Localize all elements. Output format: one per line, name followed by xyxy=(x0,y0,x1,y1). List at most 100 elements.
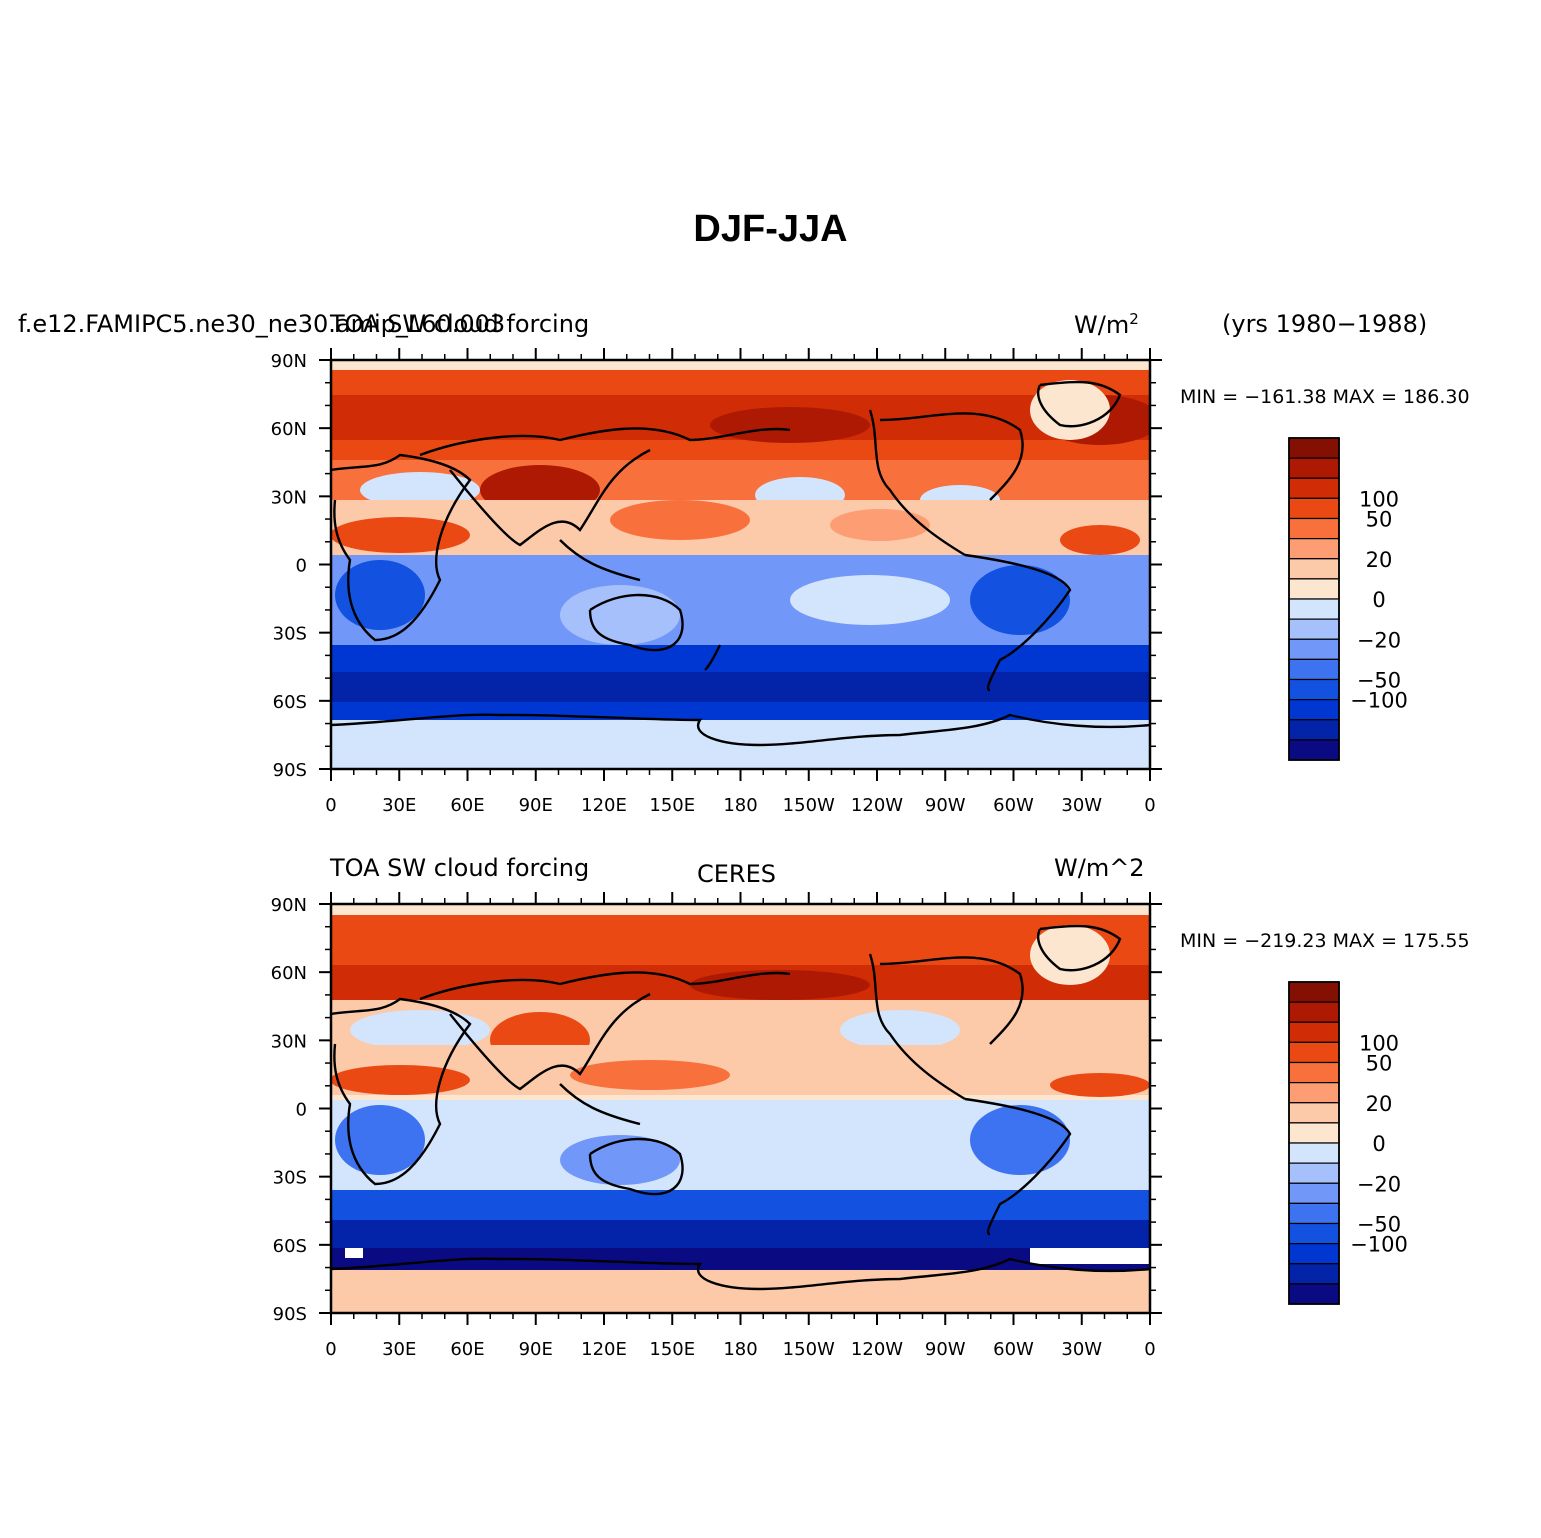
panel2-colorbar-box xyxy=(1288,1102,1340,1124)
panel1-colorbar-label: 0 xyxy=(1372,588,1385,612)
panel2-lon-label: 180 xyxy=(723,1339,757,1360)
panel2-colorbar-frame xyxy=(1288,981,1340,1305)
panel1-lat-label: 30N xyxy=(271,487,307,508)
panel1-lat-label: 60N xyxy=(271,419,307,440)
panel2-lat-label: 90S xyxy=(273,1304,307,1325)
panel2-colorbar-box xyxy=(1288,1122,1340,1144)
panel1-sa-south xyxy=(970,565,1070,635)
panel2-lon-label: 60E xyxy=(450,1339,484,1360)
panel1-mediterranean xyxy=(360,472,480,508)
panel2-colorbar-box xyxy=(1288,1283,1340,1305)
panel2-lon-label: 30W xyxy=(1061,1339,1102,1360)
panel1-map xyxy=(331,360,1150,769)
panel1-lon-label: 0 xyxy=(325,795,336,816)
panel2-colorbar-box xyxy=(1288,1082,1340,1104)
panel2-missing-weddell xyxy=(1030,1248,1150,1264)
panel2-colorbar-label: −20 xyxy=(1357,1172,1401,1196)
panel2-contour-fill xyxy=(331,904,1150,1313)
panel1-contour-fill xyxy=(331,360,1150,769)
panel1-colorbar-box xyxy=(1288,618,1340,640)
panel1-lon-label: 90E xyxy=(519,795,553,816)
panel2-colorbar-box xyxy=(1288,1263,1340,1285)
panel1-colorbar-box xyxy=(1288,678,1340,701)
panel2-lat-label: 60N xyxy=(271,963,307,984)
panel2-africa-south xyxy=(335,1105,425,1175)
panel2-colorbar-box xyxy=(1288,1041,1340,1064)
panel1-epac-warm xyxy=(830,509,930,541)
panel2-colorbar-label: −100 xyxy=(1350,1233,1408,1257)
panel1-colorbar-box xyxy=(1288,719,1340,741)
panel2-wpac-warm xyxy=(570,1060,730,1090)
panel2-colorbar-box xyxy=(1288,1142,1340,1164)
panel2-lat-label: 30S xyxy=(273,1168,307,1189)
panel2-australia xyxy=(560,1135,680,1185)
panel2-lat-label: 30N xyxy=(271,1031,307,1052)
panel2-lon-label: 0 xyxy=(1144,1339,1155,1360)
panel1-australia xyxy=(560,585,680,645)
panel1-colorbar-box xyxy=(1288,497,1340,520)
panel2-colorbar-box xyxy=(1288,981,1340,1003)
panel2-lat-label: 0 xyxy=(296,1100,307,1121)
panel1-lat-label: 90N xyxy=(271,351,307,372)
panel2-colorbar-box xyxy=(1288,1001,1340,1023)
panel1-wpac-warm xyxy=(610,500,750,540)
panel2-colorbar-box xyxy=(1288,1222,1340,1245)
panel2-variable-name: TOA SW cloud forcing xyxy=(330,854,590,882)
panel2-lon-label: 120W xyxy=(851,1339,903,1360)
panel2-lon-label: 0 xyxy=(325,1339,336,1360)
panel2-africa-north xyxy=(331,1065,470,1095)
panel1-lon-label: 150W xyxy=(783,795,835,816)
figure-title: DJF-JJA xyxy=(693,208,848,250)
panel1-colorbar-frame xyxy=(1288,437,1340,761)
panel1-colorbar-box xyxy=(1288,699,1340,721)
panel1-colorbar-box xyxy=(1288,477,1340,499)
panel1-colorbar-box xyxy=(1288,517,1340,540)
panel1-atl-tropic xyxy=(1060,525,1140,555)
panel1-greenland xyxy=(1030,380,1110,440)
panel1-lon-label: 60E xyxy=(450,795,484,816)
panel1-lat-label: 60S xyxy=(273,692,307,713)
panel2-units: W/m^2 xyxy=(1054,854,1145,882)
panel2-colorbar-label: 0 xyxy=(1372,1132,1385,1156)
panel1-lon-label: 60W xyxy=(993,795,1034,816)
panel1-africa-north xyxy=(331,517,470,553)
panel1-variable-name: TOA SW cloud forcing xyxy=(330,310,590,338)
panel1-se-pacific xyxy=(790,575,950,625)
panel1-units: W/m2 xyxy=(1074,310,1139,339)
panel1-colorbar-box xyxy=(1288,538,1340,560)
panel1-lon-label: 150E xyxy=(649,795,695,816)
panel1-colorbar-label: 50 xyxy=(1366,508,1393,532)
panel2-lon-label: 90E xyxy=(519,1339,553,1360)
panel2-lon-label: 90W xyxy=(925,1339,966,1360)
axes-layer: 90N 60N 30N 0 30S 60S 90S 0 30E 60E 90E 120E 150E 180… xyxy=(271,348,1408,1360)
panel2-lon-label: 30E xyxy=(382,1339,416,1360)
panel2-subtropic-band xyxy=(331,1045,1150,1095)
panel1-lon-label: 0 xyxy=(1144,795,1155,816)
panel2-mediterranean xyxy=(350,1010,490,1050)
panel1-lat-label: 0 xyxy=(296,556,307,577)
panel2-min-max: MIN = −219.23 MAX = 175.55 xyxy=(1180,930,1470,952)
panel2-map xyxy=(331,904,1150,1313)
panel2-colorbar-box xyxy=(1288,1182,1340,1204)
panel1-colorbar-box xyxy=(1288,658,1340,681)
panel1-colorbar-label: −100 xyxy=(1350,689,1408,713)
panel1-lon-label: 120E xyxy=(581,795,627,816)
panel2-lon-label: 150W xyxy=(783,1339,835,1360)
panel2-colorbar-box xyxy=(1288,1202,1340,1225)
panel2-colorbar-box xyxy=(1288,1162,1340,1184)
panel1-colorbar-box xyxy=(1288,437,1340,459)
panel1-min-max: MIN = −161.38 MAX = 186.30 xyxy=(1180,386,1470,408)
panel2-colorbar-box xyxy=(1288,1061,1340,1084)
panel1-coastlines xyxy=(331,380,1150,747)
panel2-sa-south xyxy=(970,1105,1070,1175)
panel1-colorbar-label: −50 xyxy=(1357,669,1401,693)
panel2-atl-tropic xyxy=(1050,1073,1150,1097)
panel1-colorbar-label: 20 xyxy=(1366,548,1393,572)
panel2-coastlines xyxy=(331,924,1150,1291)
panel1-case-name: f.e12.FAMIPC5.ne30_ne30.amip_L60.003 xyxy=(18,310,506,338)
panel2-lat-label: 90N xyxy=(271,895,307,916)
panel2-southern-ocean-min xyxy=(331,1248,1150,1270)
panel1-colorbar-box xyxy=(1288,638,1340,660)
panel2-pacific-max xyxy=(690,970,870,1000)
